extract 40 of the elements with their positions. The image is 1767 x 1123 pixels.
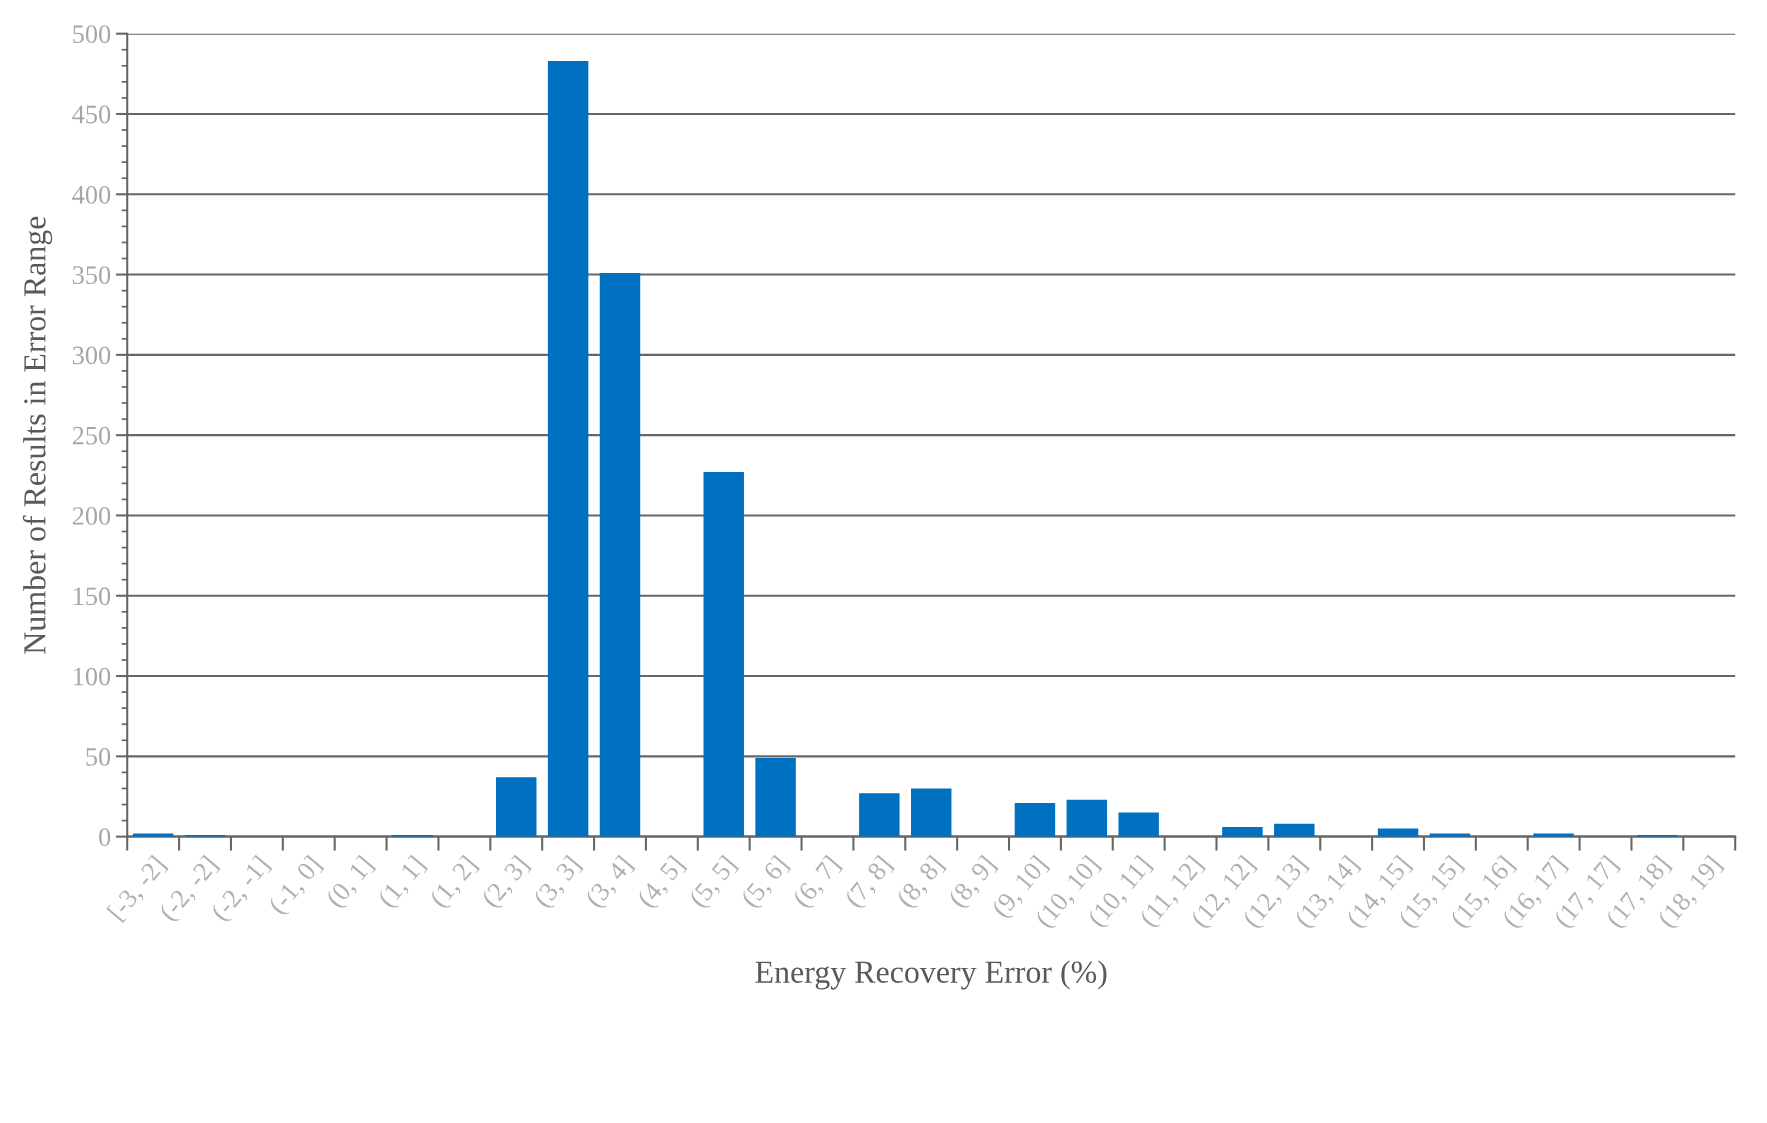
y-axis-title: Number of Results in Error Range	[22, 216, 53, 654]
y-tick-label: 250	[72, 426, 111, 445]
bar	[599, 272, 641, 837]
x-tick-label: (5, 5]	[687, 854, 741, 912]
bar	[1274, 823, 1315, 837]
bar	[496, 777, 537, 837]
x-tick-label: (0, 1]	[324, 854, 378, 912]
y-tick-label: 50	[86, 747, 111, 766]
x-tick-label: (1, 2]	[428, 854, 482, 912]
bar	[1222, 827, 1263, 837]
bar	[755, 757, 796, 837]
bar	[1066, 799, 1108, 837]
bar	[1533, 833, 1574, 837]
x-axis-title: Energy Recovery Error (%)	[755, 960, 1107, 990]
x-tick-label: (3, 3]	[532, 854, 586, 912]
y-tick-label: 300	[72, 346, 111, 365]
x-tick-label: (5, 6]	[739, 854, 793, 912]
y-tick-label: 0	[99, 828, 111, 847]
x-tick-label: (2, 3]	[480, 854, 534, 912]
y-tick-label: 200	[72, 507, 111, 525]
bar	[132, 833, 174, 837]
x-tick-label: (8, 8]	[895, 854, 949, 912]
bar	[1118, 812, 1159, 837]
x-tick-label: (1, 1]	[376, 854, 430, 912]
x-tick-label: (4, 5]	[635, 854, 689, 912]
x-tick-label: (3, 4]	[583, 854, 638, 912]
bar	[910, 788, 952, 837]
bar	[547, 60, 589, 837]
y-tick-label: 150	[73, 587, 111, 606]
bar	[859, 793, 900, 837]
y-tick-label: 500	[73, 25, 111, 44]
x-tick-label: (6, 7]	[791, 854, 845, 912]
bar	[1429, 833, 1471, 837]
bar	[703, 472, 744, 837]
bar	[1014, 802, 1056, 837]
y-tick-label: 450	[72, 105, 111, 124]
x-tick-label: (7, 8]	[843, 854, 897, 912]
y-tick-label: 400	[72, 185, 111, 204]
y-tick-label: 100	[73, 667, 111, 686]
y-tick-label: 350	[72, 266, 111, 284]
